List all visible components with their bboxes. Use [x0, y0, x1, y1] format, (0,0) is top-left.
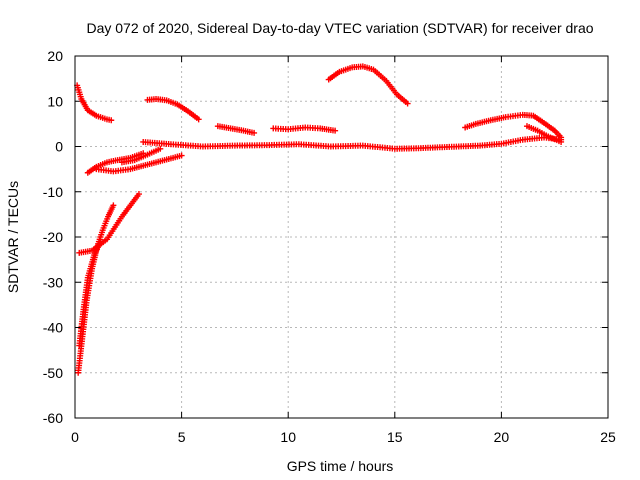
- y-tick-label: -40: [43, 320, 63, 336]
- y-tick-label: 10: [47, 93, 63, 109]
- data-point: [157, 145, 164, 152]
- series-track-j: [93, 152, 185, 175]
- data-points: [74, 63, 565, 376]
- plot-frame: [74, 55, 609, 419]
- series-track-c: [214, 123, 258, 136]
- chart-title: Day 072 of 2020, Sidereal Day-to-day VTE…: [86, 20, 593, 36]
- data-point: [108, 117, 115, 124]
- data-point: [135, 191, 142, 198]
- series-track-k: [118, 145, 164, 166]
- x-tick-label: 20: [494, 429, 510, 445]
- axis-ticks: 0 5 10 15 20 25 -60 -50 -40 -30 -20 -10 0 10 20: [43, 48, 616, 445]
- series-track-d: [270, 124, 339, 134]
- series-track-a: [74, 82, 115, 124]
- x-tick-label: 0: [71, 429, 79, 445]
- data-point: [178, 152, 185, 159]
- y-tick-label: -10: [43, 184, 63, 200]
- y-tick-label: 0: [55, 139, 63, 155]
- x-axis-label: GPS time / hours: [287, 458, 394, 474]
- y-axis-label: SDTVAR / TECUs: [5, 181, 21, 293]
- x-tick-label: 10: [280, 429, 296, 445]
- x-tick-label: 5: [178, 429, 186, 445]
- y-tick-label: -20: [43, 229, 63, 245]
- series-track-b: [144, 95, 202, 123]
- data-point: [404, 100, 411, 107]
- y-tick-label: -50: [43, 365, 63, 381]
- gridlines: [75, 56, 608, 418]
- data-point: [97, 238, 104, 245]
- series-track-f: [462, 111, 565, 141]
- data-point: [195, 116, 202, 123]
- data-point: [251, 129, 258, 136]
- data-point: [558, 136, 565, 143]
- data-point: [110, 202, 117, 209]
- y-tick-label: -30: [43, 274, 63, 290]
- series-track-n: [76, 238, 104, 349]
- x-tick-label: 25: [600, 429, 616, 445]
- series-track-h: [140, 134, 565, 152]
- series-track-m: [75, 202, 117, 376]
- x-tick-label: 15: [387, 429, 403, 445]
- series-track-l: [76, 191, 142, 256]
- data-point: [332, 127, 339, 134]
- y-tick-label: 20: [47, 48, 63, 64]
- y-tick-label: -60: [43, 410, 63, 426]
- series-track-e: [325, 63, 411, 107]
